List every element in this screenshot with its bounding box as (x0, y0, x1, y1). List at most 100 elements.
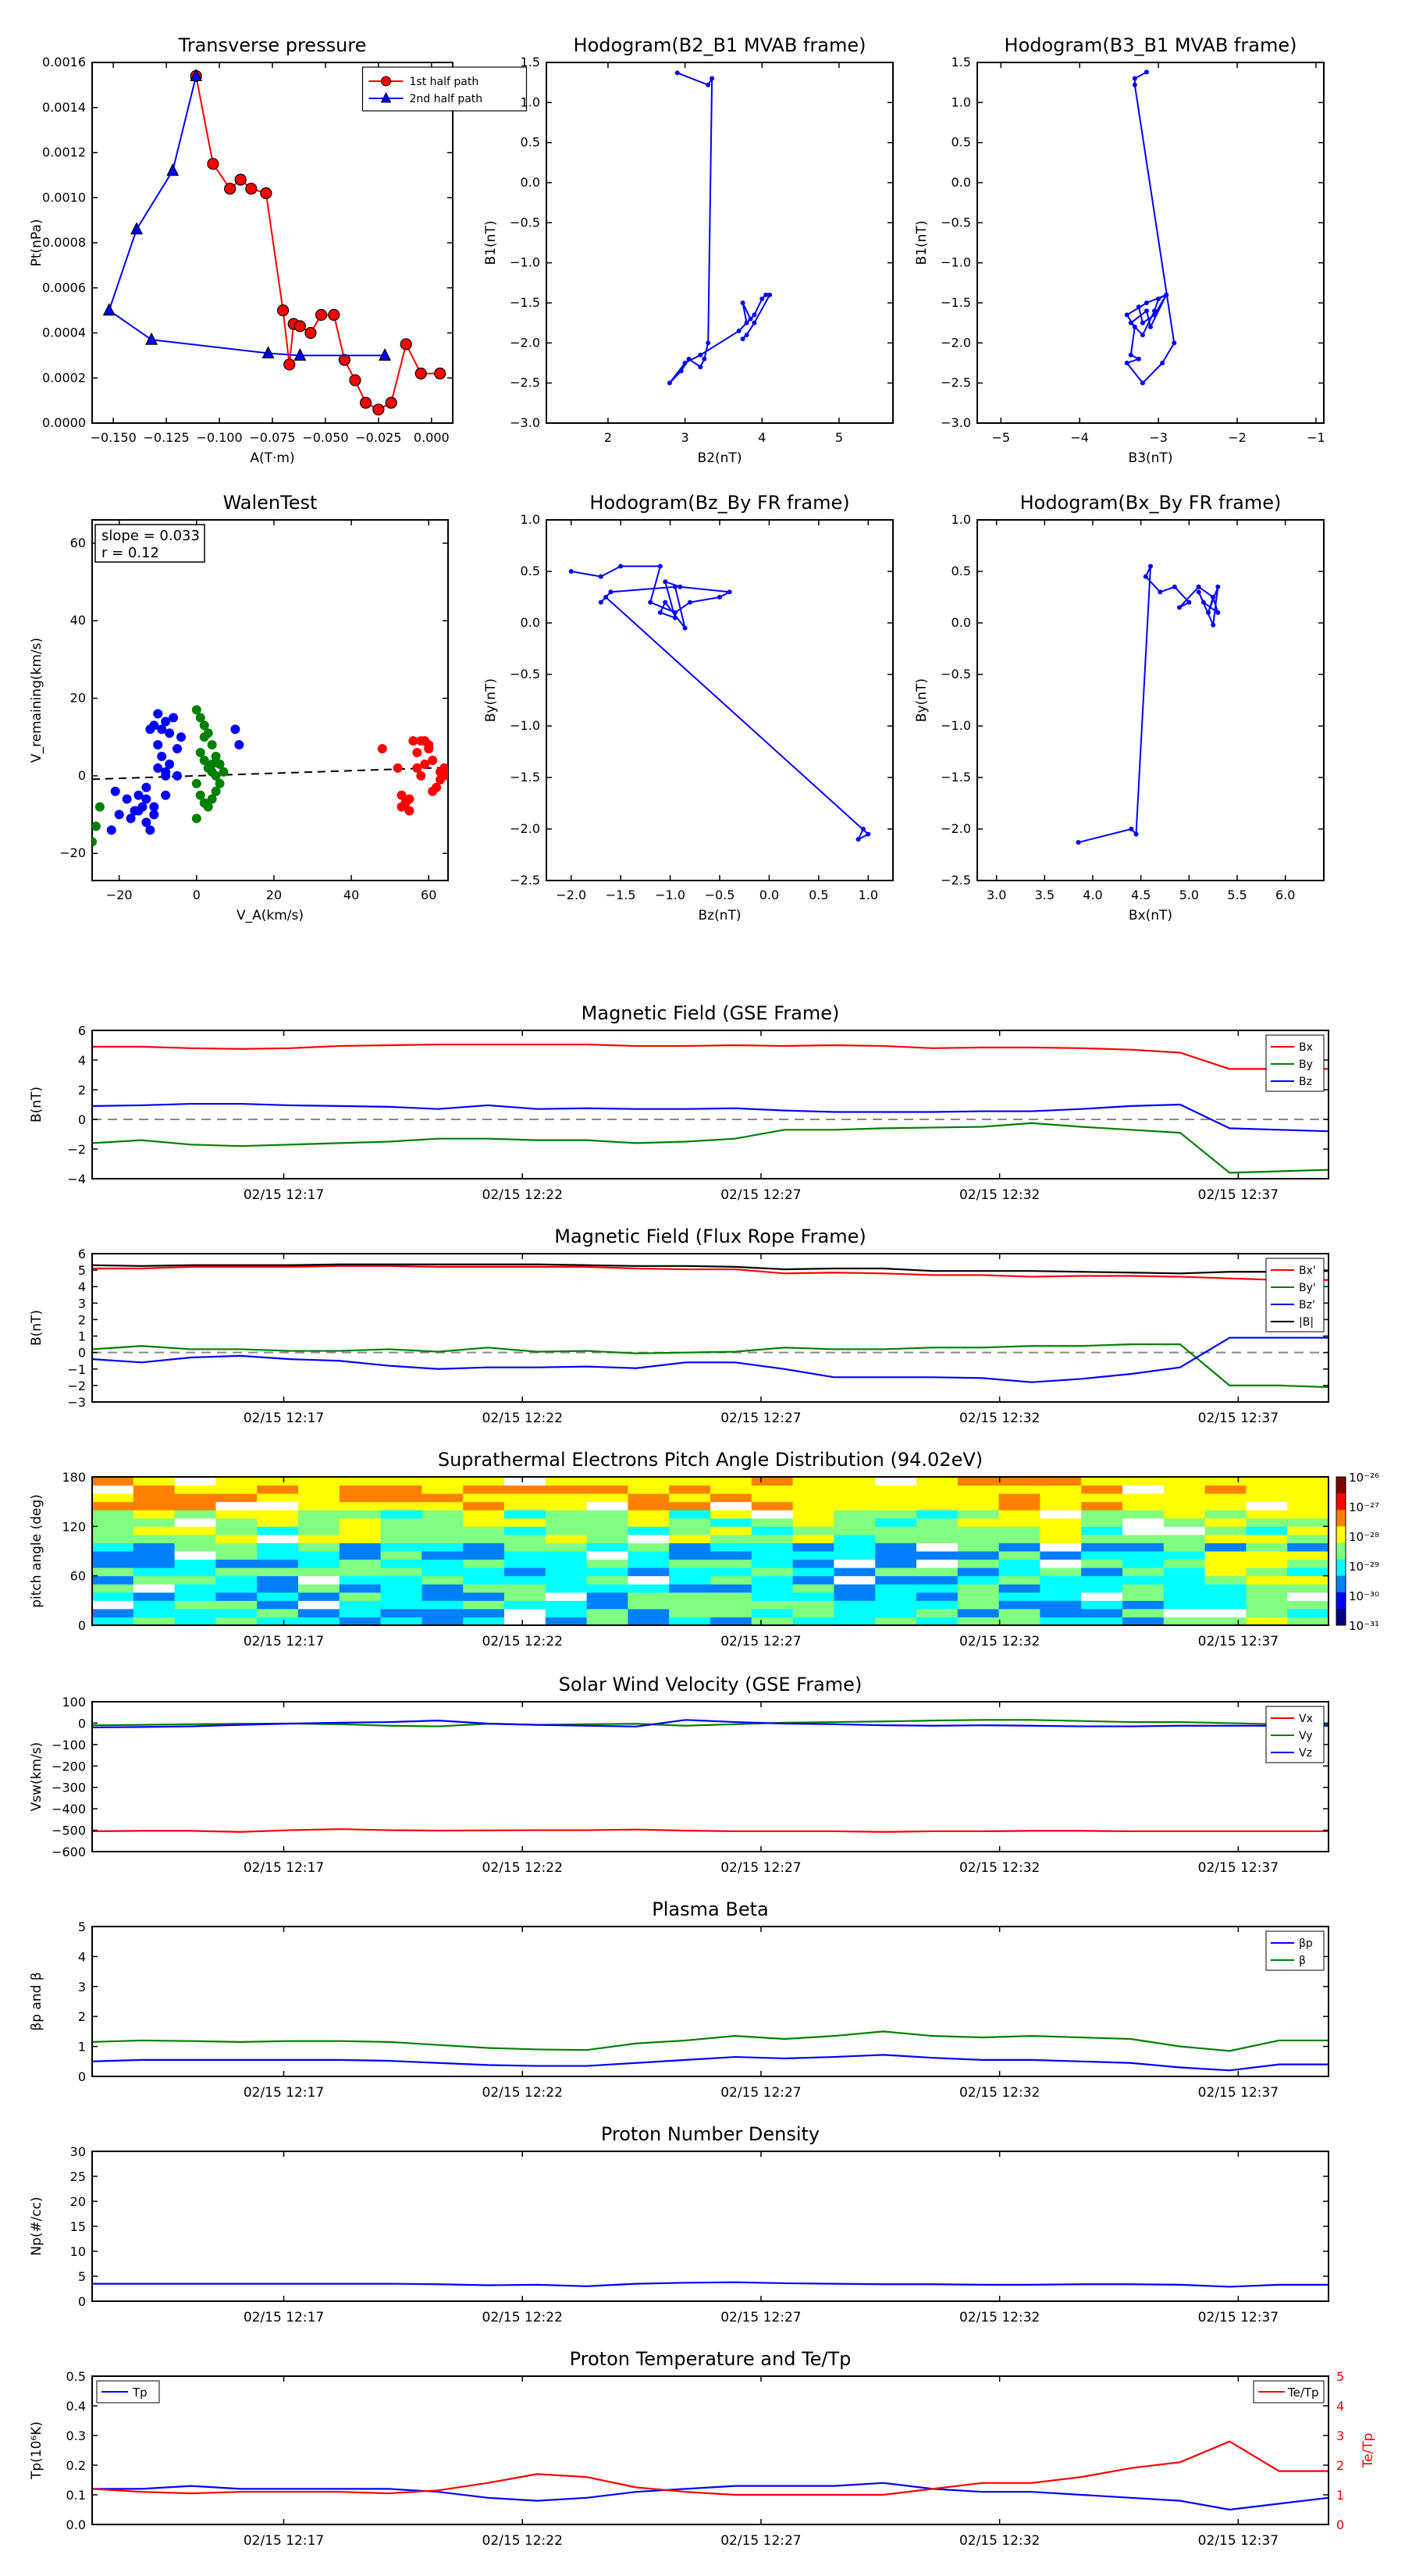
x-tick-label: 02/15 12:27 (720, 1634, 801, 1649)
data-point (133, 790, 144, 800)
heatmap-cell (710, 1534, 752, 1543)
heatmap-cell (1287, 1534, 1329, 1543)
x-tick-label: −0.100 (196, 430, 242, 445)
heatmap-cell (710, 1510, 752, 1519)
transverse-pressure-frame (91, 62, 454, 424)
y-tick-label: 4 (78, 1279, 86, 1294)
heatmap-cell (504, 1526, 546, 1535)
y-tick-label: 1.5 (521, 55, 540, 69)
heatmap-cell (92, 1517, 134, 1527)
data-point (245, 183, 258, 195)
heatmap-cell (1246, 1501, 1288, 1510)
heatmap-cell (998, 1542, 1040, 1552)
heatmap-cell (1040, 1534, 1082, 1543)
x-tick-label: 02/15 12:37 (1198, 2533, 1279, 2549)
series-line (1078, 565, 1220, 844)
heatmap-cell (1287, 1485, 1329, 1494)
heatmap-cell (1163, 1584, 1206, 1593)
legend-label: β (1299, 1955, 1306, 1967)
data-point (211, 752, 221, 762)
heatmap-cell (834, 1493, 876, 1503)
heatmap-cell (834, 1592, 876, 1601)
data-point (1164, 292, 1169, 297)
y-tick-label: −2.0 (510, 335, 540, 350)
data-point (122, 794, 132, 804)
heatmap-cell (1081, 1517, 1123, 1527)
heatmap-cell (545, 1534, 588, 1543)
heatmap-cell (215, 1534, 258, 1543)
y-tick-label: 120 (62, 1519, 86, 1534)
heatmap-cell (998, 1600, 1040, 1610)
beta-title: Plasma Beta (652, 1898, 768, 1920)
y-tick-label: 0 (78, 1716, 86, 1731)
series-line (108, 76, 386, 357)
heatmap-cell (792, 1493, 834, 1503)
series-line (92, 1265, 1329, 1281)
heatmap-cell (669, 1534, 711, 1543)
heatmap-cell (834, 1501, 876, 1510)
data-point (114, 809, 124, 820)
data-point (1215, 584, 1221, 589)
data-point (1076, 840, 1081, 845)
heatmap-cell (422, 1542, 464, 1552)
legend-marker (381, 76, 391, 87)
heatmap-cell (133, 1501, 176, 1510)
x-tick-label: −0.050 (302, 430, 348, 445)
heatmap-cell (298, 1575, 340, 1585)
heatmap-cell (339, 1501, 382, 1510)
heatmap-cell (92, 1534, 134, 1543)
heatmap-cell (1287, 1517, 1329, 1527)
x-tick-label: 20 (266, 888, 282, 902)
data-point (740, 336, 745, 342)
heatmap-cell (463, 1534, 505, 1543)
velocity-title: Solar Wind Velocity (GSE Frame) (559, 1674, 863, 1695)
heatmap-cell (257, 1551, 299, 1560)
x-tick-label: 02/15 12:22 (482, 1860, 563, 1876)
heatmap-cell (1122, 1510, 1165, 1519)
data-point (230, 724, 240, 735)
y-tick-label: −500 (52, 1823, 86, 1838)
y-tick-label: −2.0 (941, 821, 971, 836)
heatmap-cell (1122, 1608, 1165, 1617)
legend-label: βp (1299, 1937, 1313, 1950)
y-tick-label: 25 (70, 2169, 86, 2184)
heatmap-cell (545, 1600, 588, 1610)
heatmap-cell (215, 1617, 258, 1626)
x-axis-label: Bx(nT) (1129, 908, 1172, 923)
heatmap-cell (834, 1575, 876, 1585)
heatmap-cell (1081, 1592, 1123, 1601)
y-tick-label: −2.5 (510, 375, 540, 390)
heatmap-cell (133, 1592, 176, 1601)
hodogram-b3-b1-frame (976, 62, 1325, 424)
heatmap-cell (1163, 1600, 1206, 1610)
heatmap-cell (710, 1493, 752, 1503)
x-axis-label: A(T·m) (250, 450, 294, 466)
heatmap-cell (422, 1534, 464, 1543)
heatmap-cell (504, 1592, 546, 1601)
x-tick-label: 4 (758, 430, 766, 445)
data-point (169, 713, 179, 723)
y-tick-label: −3 (67, 1395, 86, 1410)
heatmap-cell (463, 1493, 505, 1503)
data-point (1196, 589, 1201, 595)
heatmap-cell (380, 1608, 422, 1617)
heatmap-cell (875, 1517, 917, 1527)
x-tick-label: 02/15 12:32 (959, 2310, 1040, 2325)
heatmap-cell (710, 1542, 752, 1552)
heatmap-cell (628, 1493, 670, 1503)
heatmap-cell (422, 1485, 464, 1494)
x-tick-label: 02/15 12:32 (959, 1411, 1040, 1426)
data-point (1144, 69, 1149, 75)
y-axis-label: B(nT) (29, 1087, 44, 1123)
data-point (416, 770, 426, 781)
series-line (91, 2440, 1329, 2496)
heatmap-cell (1081, 1608, 1123, 1617)
mag-gse-panel: Magnetic Field (GSE Frame) 02/15 12:17 02/… (29, 1002, 1329, 1203)
heatmap-cell (133, 1477, 176, 1486)
x-tick-label: 02/15 12:22 (482, 2310, 563, 2325)
data-point (434, 367, 446, 380)
heatmap-cell (751, 1551, 794, 1560)
heatmap-cell (998, 1575, 1040, 1585)
heatmap-cell (875, 1567, 917, 1577)
heatmap-cell (916, 1477, 959, 1486)
